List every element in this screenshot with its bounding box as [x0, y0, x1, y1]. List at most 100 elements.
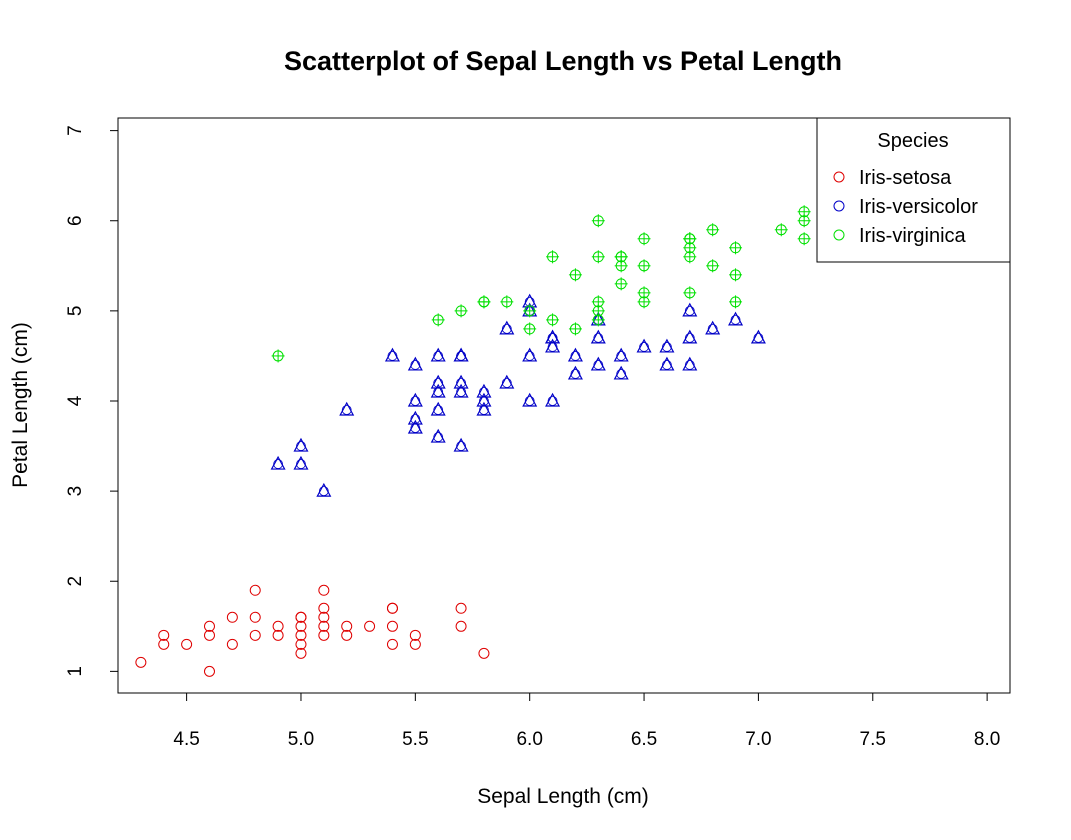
- legend-title: Species: [877, 130, 948, 152]
- data-point: [707, 323, 718, 334]
- data-point: [341, 620, 353, 632]
- x-tick-label: 4.5: [173, 729, 199, 750]
- data-point: [639, 342, 649, 352]
- data-point-triangle: [453, 347, 469, 362]
- data-point: [203, 620, 215, 632]
- data-point-triangle: [682, 329, 698, 344]
- data-point: [456, 378, 466, 388]
- data-point: [295, 638, 307, 650]
- data-point-triangle: [750, 329, 766, 344]
- data-point: [615, 278, 627, 290]
- data-point: [433, 378, 444, 388]
- data-point: [684, 333, 695, 343]
- data-point: [547, 251, 559, 263]
- data-point: [547, 396, 558, 406]
- data-point: [318, 602, 330, 614]
- data-point: [158, 638, 170, 650]
- legend-entry: Iris-setosa: [859, 167, 952, 189]
- y-tick-label: 6: [65, 215, 86, 226]
- data-point: [295, 620, 307, 632]
- legend-entry: Iris-virginica: [859, 225, 967, 247]
- data-point-triangle: [270, 455, 286, 470]
- y-tick-label: 3: [65, 486, 86, 497]
- data-point-triangle: [705, 320, 721, 335]
- data-point: [547, 314, 559, 326]
- data-point-triangle: [567, 365, 583, 380]
- data-point: [592, 251, 604, 263]
- x-axis-label: Sepal Length (cm): [477, 785, 649, 808]
- data-point: [295, 647, 307, 659]
- data-point: [181, 638, 193, 650]
- data-point: [501, 323, 512, 334]
- data-point-triangle: [407, 392, 423, 407]
- data-point: [616, 351, 627, 361]
- data-point-triangle: [430, 383, 446, 398]
- data-point: [296, 459, 306, 469]
- data-point: [318, 620, 330, 632]
- data-point: [226, 638, 238, 650]
- data-point: [456, 441, 466, 451]
- y-tick-label: 1: [65, 666, 86, 677]
- data-point-triangle: [293, 455, 309, 470]
- data-point: [501, 296, 513, 308]
- data-point-triangle: [453, 374, 469, 389]
- data-point: [364, 620, 376, 632]
- data-point: [410, 360, 421, 370]
- data-point: [203, 665, 215, 677]
- data-point: [616, 369, 627, 379]
- data-point-triangle: [476, 383, 492, 398]
- data-point: [569, 269, 581, 281]
- data-point: [730, 242, 742, 254]
- data-point-triangle: [430, 428, 446, 443]
- data-point: [479, 387, 489, 397]
- data-point-triangle: [407, 410, 423, 425]
- data-point: [386, 602, 398, 614]
- data-point: [249, 611, 261, 623]
- data-point-triangle: [522, 347, 538, 362]
- x-axis: 4.5 5.0 5.5 6.0 6.5 7.0 7.5 8.0: [173, 692, 1000, 750]
- y-axis: 1 2 3 4 5 6 7: [65, 125, 119, 677]
- x-tick-label: 7.0: [745, 729, 771, 750]
- data-point: [753, 333, 764, 343]
- data-point-triangle: [545, 329, 561, 344]
- x-tick-label: 5.0: [288, 729, 314, 750]
- data-point-triangle: [682, 302, 698, 317]
- data-point: [341, 405, 352, 415]
- legend-entry: Iris-versicolor: [859, 196, 978, 218]
- data-point-triangle: [407, 356, 423, 371]
- data-point: [638, 233, 650, 245]
- data-point: [295, 629, 307, 641]
- data-point: [524, 396, 535, 406]
- data-point: [775, 224, 787, 236]
- data-point-triangle: [590, 356, 606, 371]
- data-point: [662, 342, 672, 352]
- data-point: [524, 323, 536, 335]
- data-point-triangle: [659, 338, 675, 353]
- data-point: [455, 305, 467, 317]
- data-point-triangle: [293, 437, 309, 452]
- data-point: [592, 296, 604, 308]
- data-point: [684, 305, 695, 316]
- data-point: [456, 351, 466, 361]
- data-point: [478, 647, 490, 659]
- data-point: [730, 314, 741, 325]
- data-point: [638, 260, 650, 272]
- data-point-triangle: [682, 356, 698, 371]
- data-point: [249, 629, 261, 641]
- data-point-triangle: [499, 320, 515, 335]
- data-point: [569, 323, 581, 335]
- series-iris-virginica: [271, 205, 811, 363]
- x-tick-label: 5.5: [402, 729, 428, 750]
- data-point-triangle: [636, 338, 652, 353]
- data-point-triangle: [453, 383, 469, 398]
- data-point: [158, 629, 170, 641]
- data-point-triangle: [476, 392, 492, 407]
- data-point: [593, 360, 604, 370]
- data-point-triangle: [430, 374, 446, 389]
- data-point: [798, 233, 810, 245]
- data-point-triangle: [613, 347, 629, 362]
- data-point: [295, 611, 307, 623]
- data-point: [684, 287, 696, 299]
- data-point: [273, 459, 284, 469]
